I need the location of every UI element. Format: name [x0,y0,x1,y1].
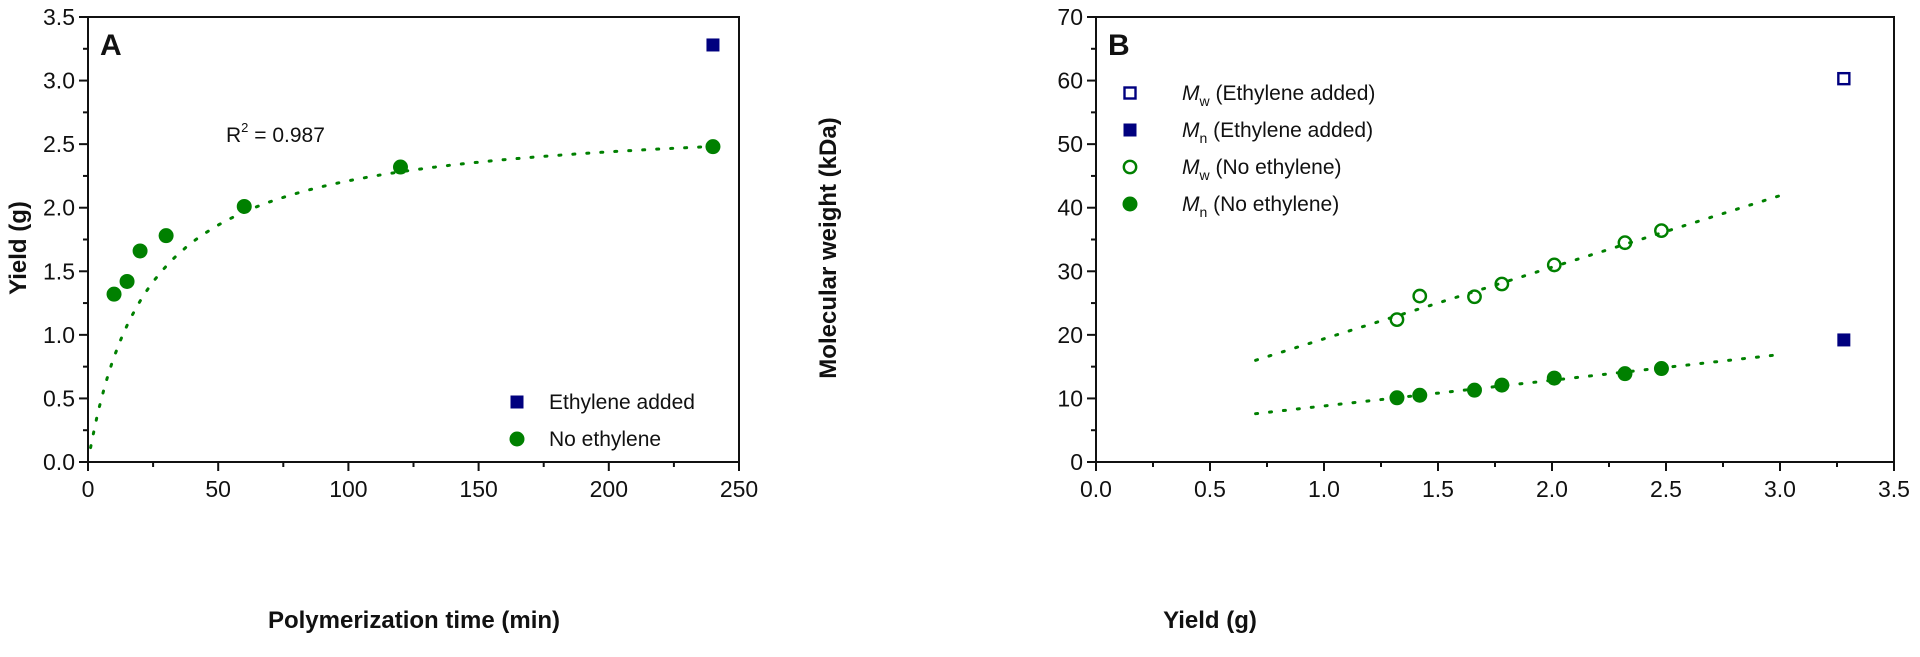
legend-label-no-ethylene: No ethylene [549,428,661,451]
panel-a-fit-curve-path [89,144,715,450]
panel-a-legend: Ethylene added No ethylene [509,391,695,451]
panel-b-fit-lines [1254,194,1782,416]
legend-label-mw-ethylene-added: Mw (Ethylene added) [1182,82,1375,109]
panel-b-x-tick-label: 1.5 [1422,476,1454,502]
panel-a-fit-curve [89,144,715,450]
panel-b-legend: Mw (Ethylene added) Mn (Ethylene added) … [1122,82,1375,220]
panel-a-r2-annotation: R2 = 0.987 [226,120,325,147]
panel-a-markers [106,38,721,302]
data-point-no-ethylene [132,243,148,259]
data-point-mw-no-ethylene [1617,235,1633,251]
data-point-mn-no-ethylene [1494,377,1510,393]
panel-a-y-tick-label: 0.5 [43,385,75,411]
panel-b-y-tick-label: 70 [1057,4,1083,30]
fit-line-mn-no-ethylene [1254,353,1782,416]
legend-marker-mw-no-ethylene [1122,159,1138,175]
panel-b-x-tick-label: 1.0 [1308,476,1340,502]
panel-b-label: B [1108,29,1130,62]
panel-b-y-tick-label: 50 [1057,131,1083,157]
data-point-mn-no-ethylene [1412,387,1428,403]
data-point-ethylene-added [706,38,720,52]
panel-b-y-tick-label: 10 [1057,385,1083,411]
data-point-mn-no-ethylene [1653,361,1669,377]
legend-label-mn-no-ethylene: Mn (No ethylene) [1182,193,1339,220]
panel-a-x-tick-label: 100 [329,476,367,502]
legend-marker-mw-ethylene-added [1123,86,1137,100]
data-point-mn-no-ethylene [1546,370,1562,386]
panel-a-y-tick-label: 1.0 [43,322,75,348]
data-point-mw-no-ethylene [1494,276,1510,292]
panel-a-y-tick-label: 1.5 [43,258,75,284]
legend-marker-ethylene-added [510,395,524,409]
panel-b-axes: 0.0 0.5 1.0 1.5 2.0 2.5 3.0 3.5 0 10 20 30 40 50 60 70 [1057,4,1910,502]
data-point-mw-no-ethylene [1546,257,1562,273]
data-point-no-ethylene [705,139,721,155]
panel-b-x-tick-label: 2.0 [1536,476,1568,502]
panel-b-y-tick-label: 40 [1057,195,1083,221]
panel-b-x-tick-label: 3.0 [1764,476,1796,502]
legend-label-mw-no-ethylene: Mw (No ethylene) [1182,156,1342,183]
data-point-mn-no-ethylene [1389,390,1405,406]
panel-a-y-tick-label: 3.5 [43,4,75,30]
panel-b-x-tick-label: 0.0 [1080,476,1112,502]
data-point-mw-no-ethylene [1654,223,1669,239]
legend-label-mn-ethylene-added: Mn (Ethylene added) [1182,119,1373,146]
panel-a-y-tick-label: 2.5 [43,131,75,157]
data-point-mn-ethylene-added [1837,333,1851,347]
panel-b-x-axis-title: Yield (g) [1163,607,1257,634]
data-point-mw-no-ethylene [1467,289,1482,305]
data-point-no-ethylene [106,286,122,302]
panel-a-x-tick-label: 50 [205,476,231,502]
legend-label-ethylene-added: Ethylene added [549,391,695,414]
panel-a-x-tick-label: 150 [459,476,497,502]
panel-b-x-tick-label: 2.5 [1650,476,1682,502]
panel-b-x-tick-label: 0.5 [1194,476,1226,502]
panel-b-markers [1389,71,1851,406]
legend-marker-mn-ethylene-added [1123,123,1137,137]
panel-a-y-tick-label: 0.0 [43,449,75,475]
fit-line-mw-no-ethylene [1254,194,1782,362]
panel-a: A 0 50 100 150 200 250 0.0 0.5 1.0 1.5 2.0 2.5 3.0 3.… [5,4,758,634]
panel-b-y-tick-label: 20 [1057,322,1083,348]
panel-b-y-axis-title: Molecular weight (kDa) [815,117,842,378]
panel-a-y-tick-label: 2.0 [43,195,75,221]
panel-b-y-tick-label: 0 [1070,449,1083,475]
data-point-mn-no-ethylene [1617,366,1633,382]
panel-a-axes: 0 50 100 150 200 250 0.0 0.5 1.0 1.5 2.0 2.5 3.0 3.5 [43,4,758,502]
data-point-mn-no-ethylene [1466,382,1482,398]
panel-a-x-tick-label: 250 [720,476,758,502]
panel-a-y-axis-title: Yield (g) [5,201,32,295]
panel-a-x-tick-label: 0 [82,476,95,502]
panel-b: B 0.0 0.5 1.0 1.5 2.0 2.5 3.0 3.5 0 10 20 30 40 50 60 7… [815,4,1910,634]
data-point-no-ethylene [392,159,408,175]
legend-marker-no-ethylene [509,431,525,447]
panel-a-y-tick-label: 3.0 [43,68,75,94]
data-point-no-ethylene [236,198,252,214]
panel-a-x-tick-label: 200 [590,476,628,502]
legend-marker-mn-no-ethylene [1122,196,1138,212]
data-point-no-ethylene [119,273,135,289]
data-point-no-ethylene [158,228,174,244]
data-point-mw-no-ethylene [1412,288,1428,304]
panel-b-y-tick-label: 30 [1057,258,1083,284]
panel-b-y-tick-label: 60 [1057,68,1083,94]
panel-b-x-tick-label: 3.5 [1878,476,1910,502]
panel-a-label: A [100,29,122,62]
data-point-mw-ethylene-added [1837,71,1851,86]
panel-a-x-axis-title: Polymerization time (min) [268,607,560,634]
data-point-mw-no-ethylene [1389,312,1405,327]
